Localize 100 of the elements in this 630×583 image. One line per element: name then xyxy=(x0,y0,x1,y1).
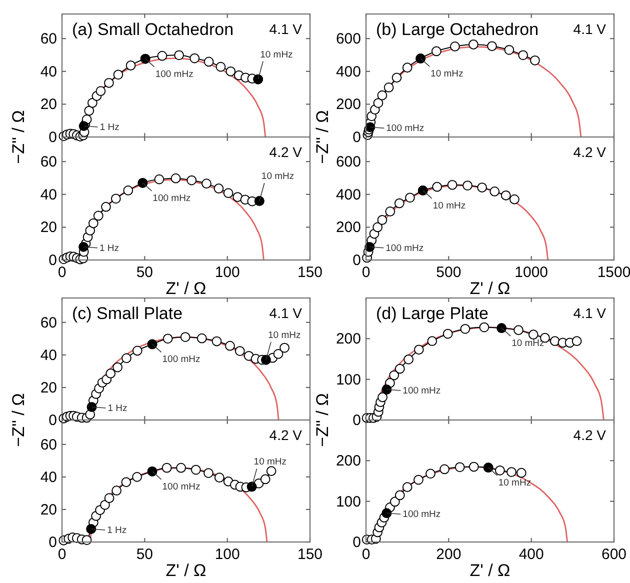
y-tick-label: 40 xyxy=(40,63,57,80)
point xyxy=(528,330,538,340)
point xyxy=(389,370,400,380)
x-axis-title: Z' / Ω xyxy=(166,561,206,580)
point xyxy=(385,206,396,216)
annotation: 10 mHz xyxy=(498,478,532,489)
x-axis-title: Z' / Ω xyxy=(470,561,510,580)
point xyxy=(530,55,540,66)
y-tick-label: 200 xyxy=(336,96,361,114)
x-tick-label: 1500 xyxy=(597,264,630,281)
point xyxy=(402,482,412,492)
point xyxy=(431,46,442,56)
y-tick-label: 40 xyxy=(40,468,57,486)
y-tick-label: 60 xyxy=(40,436,57,454)
point xyxy=(266,466,276,476)
annotation: 4.2 V xyxy=(573,427,607,443)
chart-title: (d) Large Plate xyxy=(376,304,488,323)
point xyxy=(190,464,201,475)
y-tick-label: 600 xyxy=(336,30,361,48)
point xyxy=(447,180,458,190)
point xyxy=(372,222,383,232)
x-tick-label: 150 xyxy=(297,546,323,563)
annotation: 100 mHz xyxy=(386,242,424,254)
y-tick-label: 20 xyxy=(40,379,57,396)
annotation: 1 Hz xyxy=(108,402,128,414)
point xyxy=(232,192,243,202)
y-tick-label: 0 xyxy=(352,252,361,269)
annotation: 4.2 V xyxy=(269,144,303,160)
point xyxy=(170,173,181,184)
point xyxy=(204,468,214,478)
point xyxy=(84,106,94,116)
y-tick-label: 0 xyxy=(48,534,57,551)
y-tick-label: 0 xyxy=(352,412,361,429)
y-tick-label: 0 xyxy=(352,534,361,551)
point xyxy=(260,474,270,484)
annotation: 100 mHz xyxy=(162,354,201,366)
point xyxy=(122,353,132,364)
y-axis-title: −Z'' / Ω xyxy=(9,110,28,164)
x-tick-label: 200 xyxy=(436,546,462,563)
point xyxy=(384,82,394,92)
point xyxy=(112,486,122,496)
point xyxy=(112,362,122,372)
chart-title: (b) Large Octahedron xyxy=(376,20,539,39)
point xyxy=(394,490,405,500)
chart-title: (c) Small Plate xyxy=(72,304,183,323)
point xyxy=(132,472,142,482)
point xyxy=(113,70,124,80)
y-tick-label: 400 xyxy=(336,63,361,80)
point xyxy=(214,472,224,483)
point xyxy=(518,50,528,60)
point xyxy=(440,464,450,474)
point xyxy=(273,349,284,359)
point xyxy=(477,182,488,192)
y-tick-label: 40 xyxy=(40,346,57,364)
annotation: 4.1 V xyxy=(573,21,607,37)
point xyxy=(96,86,106,96)
point xyxy=(442,328,453,339)
point xyxy=(404,354,414,364)
y-tick-label: 100 xyxy=(336,493,361,510)
y-tick-label: 200 xyxy=(336,219,361,236)
annotation: 10 mHz xyxy=(254,456,287,468)
point xyxy=(460,324,470,334)
x-tick-label: 400 xyxy=(518,546,544,563)
y-tick-label: 20 xyxy=(40,219,57,236)
point xyxy=(394,364,405,374)
x-axis-title: Z' / Ω xyxy=(166,279,206,298)
point xyxy=(468,462,479,472)
y-tick-label: 60 xyxy=(40,30,57,48)
point xyxy=(402,62,412,73)
point xyxy=(212,336,222,346)
point xyxy=(487,41,497,52)
point xyxy=(494,465,505,476)
point xyxy=(394,198,404,208)
point xyxy=(196,333,207,344)
point xyxy=(88,218,98,228)
annotation: 4.2 V xyxy=(573,144,607,160)
point xyxy=(226,66,236,76)
point xyxy=(479,322,490,332)
annotation: 10 mHz xyxy=(512,338,545,350)
annotation: 10 mHz xyxy=(432,200,466,212)
point xyxy=(104,493,114,504)
y-tick-label: 0 xyxy=(352,129,361,146)
point xyxy=(93,210,104,221)
point xyxy=(180,332,190,342)
annotation: 10 mHz xyxy=(261,170,294,182)
point xyxy=(572,336,582,346)
point xyxy=(100,500,110,510)
x-tick-label: 150 xyxy=(297,264,323,281)
x-tick-label: 1000 xyxy=(514,264,548,281)
point xyxy=(85,226,96,236)
point xyxy=(500,190,511,200)
y-tick-label: 60 xyxy=(40,314,57,332)
point xyxy=(204,56,214,67)
point xyxy=(78,242,88,252)
point xyxy=(190,53,200,64)
point xyxy=(154,174,164,184)
point xyxy=(121,477,132,488)
point xyxy=(405,192,415,203)
x-axis-title: Z' / Ω xyxy=(470,279,510,298)
point xyxy=(377,215,388,225)
